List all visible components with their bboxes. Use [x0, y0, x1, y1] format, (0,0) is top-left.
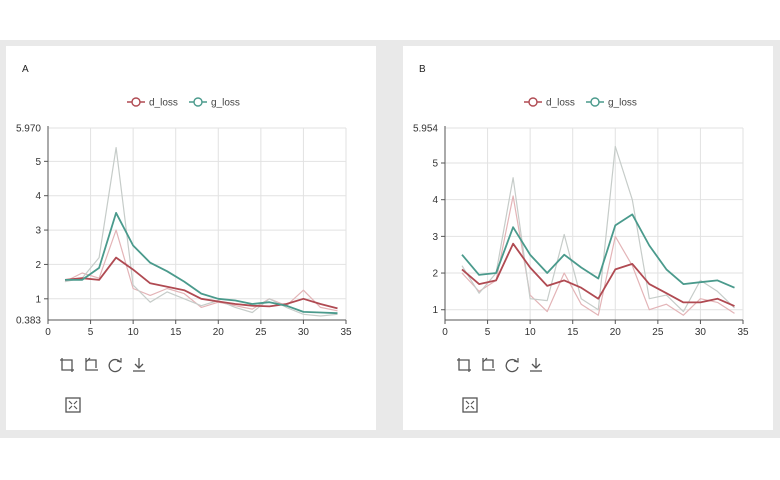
legend-marker [131, 97, 141, 107]
y-tick-label: 2 [35, 260, 41, 271]
x-tick-label: 30 [695, 327, 707, 338]
expand-icon[interactable] [461, 396, 479, 414]
x-tick-label: 25 [255, 327, 267, 338]
x-tick-label: 30 [298, 327, 310, 338]
y-tick-label: 5 [35, 157, 41, 168]
series-line-g_loss-raw [461, 145, 735, 313]
loss-chart-a: 0 5 10 15 20 25 30 35 1 2 3 4 5 5.970 0.383 d_loss g_los… [16, 97, 352, 338]
y-tick-label: 4 [432, 195, 438, 206]
y-tick-label: 3 [432, 232, 438, 243]
x-tick-label: 5 [485, 327, 491, 338]
y-tick-label: 1 [35, 294, 41, 305]
y-tick-label: 1 [432, 305, 438, 316]
x-tick-label: 25 [652, 327, 664, 338]
x-tick-label: 20 [610, 327, 622, 338]
restore-icon[interactable] [503, 356, 521, 374]
x-tick-label: 0 [45, 327, 51, 338]
y-tick-label: 2 [432, 269, 438, 280]
x-tick-label: 35 [737, 327, 749, 338]
zoom-select-icon[interactable] [455, 356, 473, 374]
series-line-g_loss [65, 211, 338, 315]
zoom-reset-icon[interactable] [479, 356, 497, 374]
x-tick-label: 15 [170, 327, 182, 338]
y-max-label: 5.970 [16, 124, 41, 135]
x-tick-label: 0 [442, 327, 448, 338]
panel-label: A [22, 64, 29, 75]
series-line-d_loss-raw [64, 229, 338, 312]
chart-toolbar [58, 356, 148, 376]
x-tick-label: 15 [567, 327, 579, 338]
x-tick-label: 35 [340, 327, 352, 338]
download-icon[interactable] [527, 356, 545, 374]
legend-label[interactable]: g_loss [608, 98, 637, 109]
legend-label[interactable]: g_loss [211, 98, 240, 109]
legend-label[interactable]: d_loss [149, 98, 178, 109]
x-tick-label: 5 [88, 327, 94, 338]
y-max-label: 5.954 [413, 124, 438, 135]
series-line-d_loss [64, 256, 338, 310]
panel-label: B [419, 64, 426, 75]
series-line-g_loss [461, 213, 735, 289]
expand-icon[interactable] [64, 396, 82, 414]
zoom-select-icon[interactable] [58, 356, 76, 374]
series-line-g_loss-raw [64, 146, 338, 317]
download-icon[interactable] [130, 356, 148, 374]
chart-panel-a: A 0 5 10 15 20 25 30 35 1 2 3 4 5 5.970 0.383 d_loss g_l… [6, 46, 376, 430]
legend-marker [528, 97, 538, 107]
legend-label[interactable]: d_loss [546, 98, 575, 109]
y-tick-label: 3 [35, 226, 41, 237]
legend-marker [193, 97, 203, 107]
y-tick-label: 4 [35, 191, 41, 202]
y-min-label: 0.383 [16, 316, 41, 327]
x-tick-label: 10 [128, 327, 140, 338]
zoom-reset-icon[interactable] [82, 356, 100, 374]
x-tick-label: 10 [525, 327, 537, 338]
loss-chart-b: 0 5 10 15 20 25 30 35 1 2 3 4 5 5.954 d_loss g_loss [413, 97, 749, 338]
chart-panel-b: B 0 5 10 15 20 25 30 35 1 2 3 4 5 5.954 d_loss g_loss [403, 46, 773, 430]
x-tick-label: 20 [213, 327, 225, 338]
legend-marker [590, 97, 600, 107]
series-line-d_loss [461, 242, 735, 307]
restore-icon[interactable] [106, 356, 124, 374]
series-line-d_loss-raw [461, 195, 735, 316]
chart-toolbar [455, 356, 545, 376]
y-tick-label: 5 [432, 158, 438, 169]
